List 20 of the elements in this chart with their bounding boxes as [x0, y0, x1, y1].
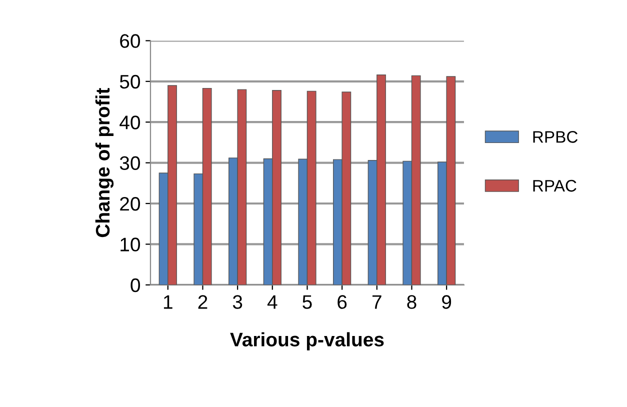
x-tick-label: 7: [372, 295, 382, 309]
x-tick-label: 3: [232, 295, 242, 309]
x-tick-label: 5: [302, 295, 312, 309]
x-tick-label: 2: [198, 295, 208, 309]
y-tick-label: 30: [120, 156, 140, 170]
y-tick-label: 0: [130, 278, 140, 292]
y-tick-label: 40: [120, 116, 140, 130]
y-axis-title: Change of profit: [95, 88, 114, 238]
legend-label: RPBC: [533, 131, 578, 143]
x-tick-label: 9: [442, 295, 452, 309]
y-tick-label: 20: [120, 196, 140, 211]
y-tick-label: 10: [120, 238, 140, 252]
legend-label: RPAC: [533, 180, 576, 192]
x-tick-label: 6: [338, 295, 347, 309]
x-tick-label: 1: [164, 295, 172, 309]
x-tick-label: 4: [267, 295, 278, 309]
y-tick-label: 50: [120, 74, 140, 89]
x-axis-title: Various p-values: [230, 332, 384, 350]
y-tick-label: 60: [120, 34, 140, 48]
x-tick-label: 8: [407, 295, 416, 309]
